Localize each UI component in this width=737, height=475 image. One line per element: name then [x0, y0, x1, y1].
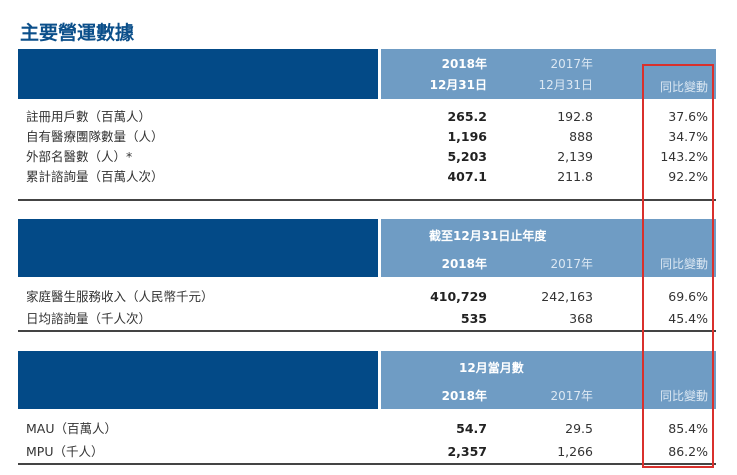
value-2017: 888	[569, 129, 593, 144]
table-row: 日均諮詢量（千人次） 535 368 45.4%	[18, 309, 716, 329]
col-2018-year: 2018年	[441, 257, 487, 271]
row-label: 註冊用戶數（百萬人）	[26, 109, 152, 124]
divider	[18, 330, 716, 332]
row-label: 累計諮詢量（百萬人次）	[26, 169, 164, 184]
table-row: MPU（千人） 2,357 1,266 86.2%	[18, 442, 716, 462]
col-2017-date: 12月31日	[538, 78, 593, 92]
col-2018-date: 12月31日	[429, 78, 487, 92]
header-dark-block	[18, 219, 378, 277]
table-row: MAU（百萬人） 54.7 29.5 85.4%	[18, 419, 716, 439]
table-row: 註冊用戶數（百萬人） 265.2 192.8 37.6%	[18, 107, 716, 127]
page-title: 主要營運數據	[20, 22, 135, 44]
row-label: 外部名醫數（人）*	[26, 149, 133, 164]
value-change: 143.2%	[660, 149, 708, 164]
value-2017: 242,163	[541, 289, 593, 304]
divider	[18, 199, 716, 201]
table-header-1: 2018年 12月31日 2017年 12月31日 同比變動	[18, 49, 716, 99]
header-dark-block	[18, 49, 378, 99]
value-change: 92.2%	[668, 169, 708, 184]
table-header-3: 12月當月數 2018年 2017年 同比變動	[18, 351, 716, 409]
header-light-block: 2018年 12月31日 2017年 12月31日 同比變動	[381, 49, 716, 99]
value-2018: 265.2	[447, 109, 487, 124]
col-change: 同比變動	[659, 257, 708, 271]
value-2018: 54.7	[456, 421, 487, 436]
value-change: 85.4%	[668, 421, 708, 436]
row-label: MAU（百萬人）	[26, 421, 117, 436]
col-change: 同比變動	[659, 389, 708, 403]
value-2018: 2,357	[447, 444, 487, 459]
header-dark-block	[18, 351, 378, 409]
col-2018-year: 2018年	[441, 389, 487, 403]
row-label: 家庭醫生服務收入（人民幣千元）	[26, 289, 214, 304]
row-label: 自有醫療團隊數量（人）	[26, 129, 164, 144]
value-2018: 1,196	[447, 129, 487, 144]
value-2018: 407.1	[447, 169, 487, 184]
value-change: 69.6%	[668, 289, 708, 304]
group-header: 12月當月數	[459, 361, 524, 375]
highlight-box	[642, 64, 714, 468]
table-header-2: 截至12月31日止年度 2018年 2017年 同比變動	[18, 219, 716, 277]
value-2018: 535	[460, 311, 487, 326]
col-2017-year: 2017年	[550, 57, 593, 71]
col-change: 同比變動	[659, 80, 708, 94]
value-2018: 5,203	[447, 149, 487, 164]
table-row: 累計諮詢量（百萬人次） 407.1 211.8 92.2%	[18, 167, 716, 187]
col-2017-year: 2017年	[550, 389, 593, 403]
value-2017: 211.8	[557, 169, 593, 184]
value-2017: 29.5	[565, 421, 593, 436]
value-change: 45.4%	[668, 311, 708, 326]
value-2017: 368	[569, 311, 593, 326]
table-row: 家庭醫生服務收入（人民幣千元） 410,729 242,163 69.6%	[18, 287, 716, 307]
header-light-block: 截至12月31日止年度 2018年 2017年 同比變動	[381, 219, 716, 277]
divider	[18, 463, 716, 465]
value-change: 37.6%	[668, 109, 708, 124]
table-row: 自有醫療團隊數量（人） 1,196 888 34.7%	[18, 127, 716, 147]
table-row: 外部名醫數（人）* 5,203 2,139 143.2%	[18, 147, 716, 167]
value-change: 86.2%	[668, 444, 708, 459]
col-2017-year: 2017年	[550, 257, 593, 271]
row-label: 日均諮詢量（千人次）	[26, 311, 152, 326]
row-label: MPU（千人）	[26, 444, 104, 459]
value-change: 34.7%	[668, 129, 708, 144]
header-light-block: 12月當月數 2018年 2017年 同比變動	[381, 351, 716, 409]
group-header: 截至12月31日止年度	[429, 229, 547, 243]
value-2018: 410,729	[430, 289, 487, 304]
col-2018-year: 2018年	[441, 57, 487, 71]
value-2017: 192.8	[557, 109, 593, 124]
value-2017: 2,139	[557, 149, 593, 164]
value-2017: 1,266	[557, 444, 593, 459]
